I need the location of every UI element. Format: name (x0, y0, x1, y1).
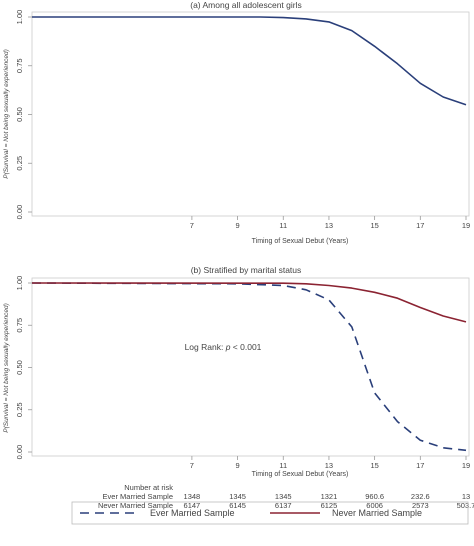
panel-a-y-axis: 0.00 0.25 0.50 0.75 1.00 (15, 10, 32, 220)
panel-b-ylabel: P(Survival = Not being sexually experien… (3, 303, 10, 433)
risk-value: 6147 (184, 501, 201, 510)
x-tick-label: 11 (279, 461, 287, 470)
risk-row-label: Ever Married Sample (103, 492, 173, 501)
legend-label-never-married: Never Married Sample (332, 508, 422, 518)
y-tick-label: 1.00 (15, 276, 24, 291)
legend-label-ever-married: Ever Married Sample (150, 508, 235, 518)
risk-table-header: Number at risk (124, 483, 173, 492)
x-tick-label: 15 (370, 461, 378, 470)
panel-b-x-axis: 7 9 11 13 15 17 19 (190, 456, 470, 470)
x-tick-label: 19 (462, 461, 470, 470)
panel-a-x-axis: 7 9 11 13 15 17 19 (190, 216, 470, 230)
panel-a-series (32, 16, 467, 106)
risk-value: 6125 (321, 501, 338, 510)
risk-value: 6137 (275, 501, 292, 510)
risk-value: 232.6 (411, 492, 430, 501)
x-tick-label: 17 (416, 461, 424, 470)
legend-box (71, 501, 469, 525)
y-tick-label: 1.00 (15, 10, 24, 25)
x-tick-label: 13 (325, 461, 333, 470)
y-tick-label: 0.50 (15, 107, 24, 122)
y-tick-label: 0.25 (15, 156, 24, 171)
panel-b-series (31, 282, 467, 452)
panel-b-plot-frame (31, 277, 470, 457)
x-tick-label: 7 (190, 461, 194, 470)
risk-value: 6145 (229, 501, 246, 510)
x-tick-label: 9 (235, 461, 239, 470)
risk-value: 1345 (229, 492, 246, 501)
y-tick-label: 0.75 (15, 318, 24, 333)
y-tick-label: 0.50 (15, 360, 24, 375)
legend: Ever Married Sample Never Married Sample (71, 501, 469, 525)
x-tick-label: 7 (190, 221, 194, 230)
survival-curve (32, 16, 467, 106)
x-tick-label: 17 (416, 221, 424, 230)
y-tick-label: 0.00 (15, 205, 24, 220)
risk-value: 1321 (321, 492, 338, 501)
x-tick-label: 9 (235, 221, 239, 230)
number-at-risk-table: Number at risk Ever Married Sample 1348 13… (98, 483, 474, 510)
series-never-married-sample (31, 282, 467, 323)
panel-a-ylabel: P(Survival = Not being sexually experien… (3, 49, 10, 179)
y-tick-label: 0.25 (15, 402, 24, 417)
risk-value: 1348 (184, 492, 201, 501)
panel-b-title: (b) Stratified by marital status (191, 265, 302, 275)
y-tick-label: 0.75 (15, 58, 24, 73)
panel-a-title: (a) Among all adolescent girls (190, 0, 302, 10)
x-tick-label: 15 (370, 221, 378, 230)
x-tick-label: 11 (279, 221, 287, 230)
series-ever-married-sample (31, 282, 467, 452)
risk-value: 503.7 (457, 501, 474, 510)
log-rank-annotation: Log Rank: p < 0.001 (185, 342, 262, 352)
risk-value: 1345 (275, 492, 292, 501)
panel-a: (a) Among all adolescent girls P(Surviva… (3, 0, 470, 245)
risk-row-label: Never Married Sample (98, 501, 173, 510)
risk-value: 2573 (412, 501, 429, 510)
risk-value: 960.6 (365, 492, 384, 501)
panel-b: (b) Stratified by marital status P(Survi… (3, 265, 470, 478)
x-tick-label: 19 (462, 221, 470, 230)
risk-value: 6006 (366, 501, 383, 510)
x-tick-label: 13 (325, 221, 333, 230)
risk-value: 13 (462, 492, 470, 501)
y-tick-label: 0.00 (15, 445, 24, 460)
panel-b-xlabel: Timing of Sexual Debut (Years) (252, 471, 349, 478)
panel-b-y-axis: 0.00 0.25 0.50 0.75 1.00 (15, 276, 32, 460)
panel-a-xlabel: Timing of Sexual Debut (Years) (252, 238, 349, 245)
panel-a-plot-frame (31, 11, 470, 217)
